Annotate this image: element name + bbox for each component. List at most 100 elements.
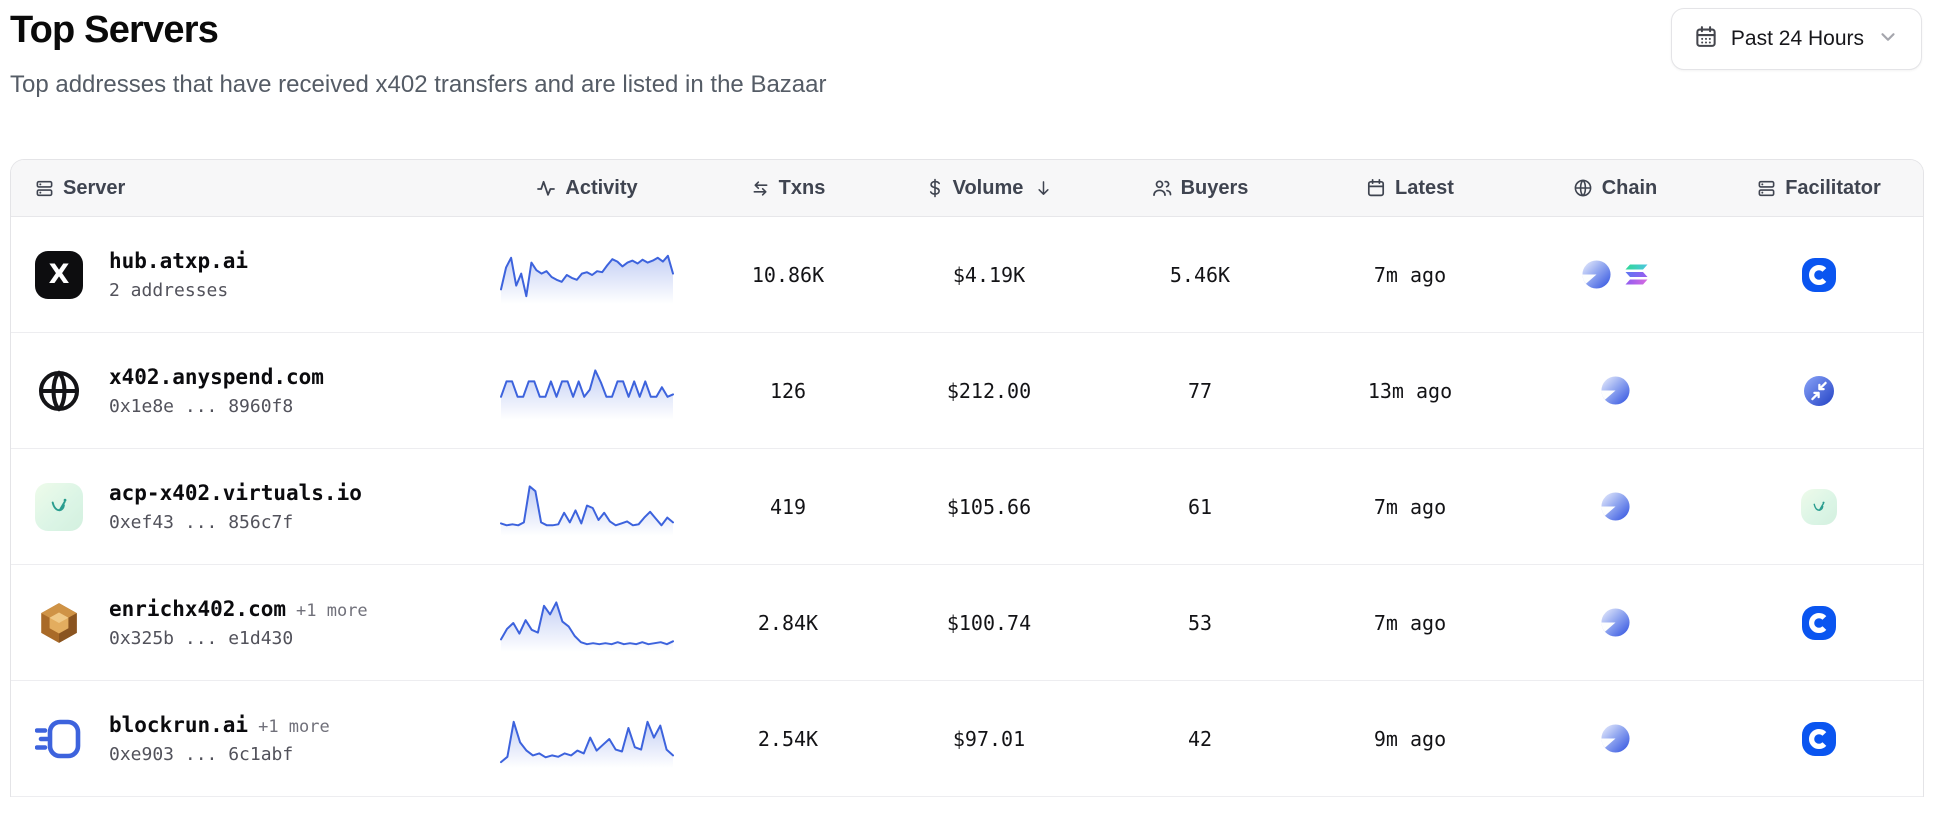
server-text: x402.anyspend.com 0x1e8e ... 8960f8 [109,365,324,417]
chain-cell [1515,259,1715,290]
dollar-icon [926,178,944,198]
column-header-txns[interactable]: Txns [693,177,883,200]
page-heading-group: Top Servers Top addresses that have rece… [10,6,826,99]
table-row[interactable]: enrichx402.com +1 more 0x325b ... e1d430 … [11,565,1923,682]
facilitator-cell [1715,257,1923,293]
server-text: blockrun.ai +1 more 0xe903 ... 6c1abf [109,713,330,765]
base-chain-icon [1600,375,1631,406]
activity-sparkline [500,720,674,768]
latest-cell: 9m ago [1373,726,1447,751]
calendar-icon [1366,178,1386,198]
swap-arrows-icon [751,179,770,198]
column-header-volume[interactable]: Volume [883,177,1095,200]
globe-avatar-icon [35,367,83,415]
server-name: hub.atxp.ai [109,248,249,273]
activity-cell [481,594,693,652]
latest-cell: 13m ago [1367,378,1453,403]
server-text: hub.atxp.ai 2 addresses [109,249,248,301]
server-text: enrichx402.com +1 more 0x325b ... e1d430 [109,597,368,649]
server-name: acp-x402.virtuals.io [109,480,362,505]
more-addresses-badge: +1 more [258,716,330,737]
column-label: Latest [1395,176,1454,199]
activity-sparkline [500,601,674,652]
server-subtitle: 2 addresses [109,279,229,301]
column-label: Volume [952,176,1024,199]
server-cell: acp-x402.virtuals.io 0xef43 ... 856c7f [11,481,481,533]
server-subtitle: 0x1e8e ... 8960f8 [109,395,294,417]
server-subtitle: 0x325b ... e1d430 [109,627,294,649]
buyers-cell: 61 [1187,494,1213,519]
time-range-label: Past 24 Hours [1730,27,1864,50]
top-servers-page: Top Servers Top addresses that have rece… [10,6,1924,798]
top-servers-table: Server Activity Txns Volume Buyers Latest Chai… [10,159,1924,798]
table-header-row: Server Activity Txns Volume Buyers Latest Chai… [11,160,1923,218]
server-icon [1757,179,1776,198]
volume-cell: $4.19K [952,262,1026,287]
atxp-logo: X [35,250,83,299]
column-label: Buyers [1180,176,1249,199]
volume-cell: $105.66 [946,494,1032,519]
sort-desc-icon [1035,179,1052,198]
activity-cell [481,246,693,304]
base-chain-icon [1600,723,1631,754]
time-range-dropdown[interactable]: Past 24 Hours [1670,8,1922,70]
page-header: Top Servers Top addresses that have rece… [10,6,1924,99]
activity-cell [481,710,693,768]
coinbase-facilitator-icon [1801,605,1837,641]
coinbase-facilitator-icon [1801,257,1837,293]
txns-cell: 126 [769,378,807,403]
buyers-cell: 5.46K [1169,262,1231,287]
column-label: Chain [1601,176,1658,199]
txns-cell: 2.84K [757,610,819,635]
facilitator-cell [1715,605,1923,641]
server-cell: x402.anyspend.com 0x1e8e ... 8960f8 [11,365,481,417]
column-header-latest[interactable]: Latest [1305,177,1515,200]
server-subtitle: 0xe903 ... 6c1abf [109,743,294,765]
more-addresses-badge: +1 more [296,600,368,621]
latest-cell: 7m ago [1373,494,1447,519]
anyspend-facilitator-icon [1802,374,1836,408]
column-label: Activity [565,176,638,199]
activity-cell [481,362,693,420]
column-header-facilitator[interactable]: Facilitator [1715,177,1923,200]
table-row[interactable]: x402.anyspend.com 0x1e8e ... 8960f8 126 … [11,333,1923,450]
column-header-server[interactable]: Server [11,177,481,200]
table-row[interactable]: blockrun.ai +1 more 0xe903 ... 6c1abf 2.5… [11,681,1923,798]
virtuals-logo [1801,488,1837,525]
virtuals-logo [35,482,83,531]
page-title: Top Servers [10,9,219,51]
column-header-chain[interactable]: Chain [1515,177,1715,200]
txns-cell: 10.86K [751,262,825,287]
txns-cell: 419 [769,494,807,519]
table-body: X hub.atxp.ai 2 addresses 10.86K $4.19K … [11,217,1923,798]
blockrun-logo [35,715,83,763]
column-label: Facilitator [1785,176,1881,199]
table-row[interactable]: acp-x402.virtuals.io 0xef43 ... 856c7f 4… [11,449,1923,566]
server-name: blockrun.ai +1 more [109,712,330,737]
latest-cell: 7m ago [1373,610,1447,635]
server-cell: enrichx402.com +1 more 0x325b ... e1d430 [11,597,481,649]
chain-cell [1515,723,1715,754]
column-label: Txns [778,176,826,199]
facilitator-cell [1715,721,1923,757]
activity-sparkline [500,254,674,304]
buyers-cell: 42 [1187,726,1213,751]
column-label: Server [63,176,126,199]
buyers-cell: 53 [1187,610,1213,635]
column-header-buyers[interactable]: Buyers [1095,177,1305,200]
activity-sparkline [500,485,674,536]
activity-cell [481,478,693,536]
base-chain-icon [1581,259,1612,290]
server-cell: blockrun.ai +1 more 0xe903 ... 6c1abf [11,713,481,765]
coinbase-facilitator-icon [1801,721,1837,757]
txns-cell: 2.54K [757,726,819,751]
column-header-activity[interactable]: Activity [481,177,693,200]
facilitator-cell [1715,374,1923,408]
page-subtitle: Top addresses that have received x402 tr… [10,71,827,99]
activity-icon [536,178,556,198]
volume-cell: $97.01 [952,726,1026,751]
facilitator-cell [1715,488,1923,525]
users-icon [1152,178,1172,198]
table-row[interactable]: X hub.atxp.ai 2 addresses 10.86K $4.19K … [11,217,1923,334]
volume-cell: $212.00 [946,378,1032,403]
